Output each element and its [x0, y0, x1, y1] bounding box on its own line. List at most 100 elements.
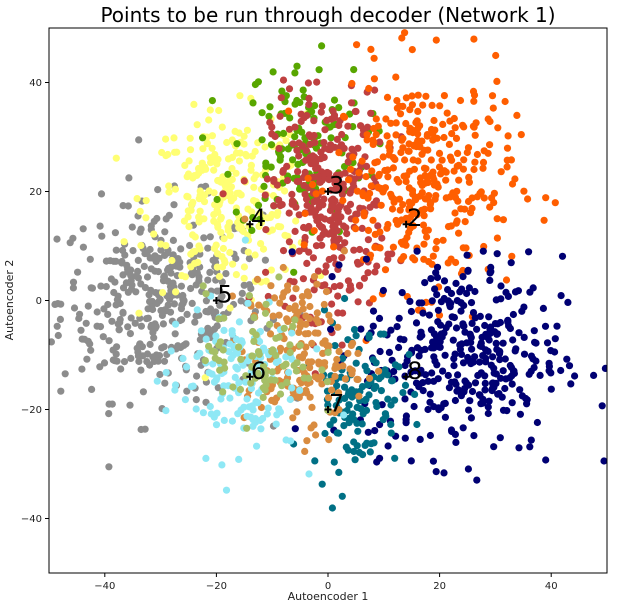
data-point — [397, 255, 405, 263]
data-point — [137, 425, 145, 434]
data-point — [418, 150, 426, 158]
data-point — [371, 268, 379, 276]
data-point — [492, 51, 500, 60]
data-point — [194, 258, 202, 266]
data-point — [318, 380, 326, 388]
data-point — [485, 397, 493, 405]
data-point — [239, 227, 247, 236]
data-point — [460, 123, 468, 131]
data-point — [387, 429, 395, 437]
data-point — [499, 216, 507, 224]
data-point — [461, 377, 469, 385]
data-point — [177, 282, 185, 290]
data-point — [430, 181, 438, 189]
data-point — [276, 344, 285, 352]
data-point — [338, 341, 346, 349]
data-point — [282, 436, 290, 444]
data-point — [409, 156, 417, 164]
data-point — [334, 389, 343, 397]
data-point — [493, 234, 501, 242]
data-point — [139, 388, 147, 396]
data-point — [392, 131, 400, 139]
data-point — [348, 79, 356, 88]
data-point — [424, 377, 432, 385]
data-point — [213, 220, 222, 229]
data-point — [218, 461, 226, 469]
data-point — [293, 146, 301, 154]
data-point — [253, 442, 261, 450]
data-point — [128, 223, 136, 231]
data-point — [106, 257, 114, 265]
data-point — [289, 156, 297, 164]
data-point — [410, 165, 418, 173]
data-point — [213, 250, 222, 258]
data-point — [224, 155, 233, 163]
data-point — [598, 402, 606, 410]
data-point — [353, 41, 361, 49]
data-point — [158, 307, 167, 315]
data-point — [403, 357, 411, 365]
x-tick-label: 40 — [545, 581, 558, 592]
data-point — [318, 102, 326, 110]
centroid-marker — [246, 373, 254, 381]
data-point — [285, 107, 293, 115]
data-point — [238, 289, 246, 297]
data-point — [263, 410, 271, 418]
data-point — [248, 352, 257, 360]
data-point — [305, 101, 313, 109]
data-point — [183, 363, 191, 371]
data-point — [146, 340, 154, 348]
data-point — [97, 282, 105, 290]
data-point — [157, 246, 165, 254]
data-point — [365, 331, 373, 339]
data-point — [302, 195, 311, 203]
data-point — [312, 164, 320, 172]
data-point — [490, 443, 498, 451]
data-point — [363, 131, 371, 139]
data-point — [385, 151, 393, 159]
data-point — [119, 308, 127, 316]
data-point — [229, 383, 237, 391]
data-point — [111, 229, 119, 237]
data-point — [263, 175, 271, 183]
data-point — [309, 254, 317, 262]
data-point — [502, 276, 511, 284]
data-point — [340, 247, 348, 255]
data-point — [419, 379, 427, 387]
data-point — [96, 323, 105, 331]
data-point — [600, 457, 607, 465]
data-point — [430, 116, 438, 125]
data-point — [421, 345, 429, 353]
data-point — [335, 406, 343, 414]
data-point — [335, 347, 343, 356]
data-point — [218, 263, 227, 271]
data-point — [495, 390, 503, 398]
data-point — [419, 387, 427, 395]
data-point — [465, 406, 473, 414]
data-point — [119, 202, 127, 210]
data-point — [450, 114, 458, 123]
data-point — [171, 386, 179, 394]
data-point — [186, 134, 194, 142]
data-point — [128, 281, 136, 289]
data-point — [468, 204, 476, 212]
data-point — [383, 132, 391, 140]
data-point — [346, 200, 355, 208]
data-point — [450, 362, 458, 370]
data-point — [493, 250, 501, 258]
data-point — [327, 228, 335, 237]
data-point — [237, 297, 245, 305]
data-point — [486, 203, 494, 211]
data-point — [240, 274, 248, 282]
data-point — [379, 153, 387, 161]
data-point — [399, 134, 407, 143]
data-point — [414, 91, 422, 99]
data-point — [213, 287, 221, 295]
data-point — [542, 194, 550, 202]
data-point — [467, 299, 476, 307]
data-point — [396, 335, 404, 343]
data-point — [470, 123, 478, 131]
data-point — [165, 188, 173, 196]
data-point — [335, 203, 343, 211]
data-point — [333, 355, 341, 364]
